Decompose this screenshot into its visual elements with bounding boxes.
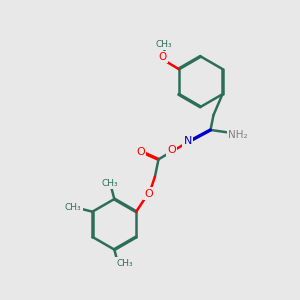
Text: CH₃: CH₃ — [102, 179, 118, 188]
Text: O: O — [167, 145, 176, 155]
Text: O: O — [145, 188, 153, 199]
Text: O: O — [158, 52, 166, 62]
Text: NH₂: NH₂ — [228, 130, 248, 140]
Text: CH₃: CH₃ — [155, 40, 172, 49]
Text: N: N — [183, 136, 192, 146]
Text: O: O — [136, 147, 145, 157]
Text: CH₃: CH₃ — [65, 203, 81, 212]
Text: CH₃: CH₃ — [116, 259, 133, 268]
